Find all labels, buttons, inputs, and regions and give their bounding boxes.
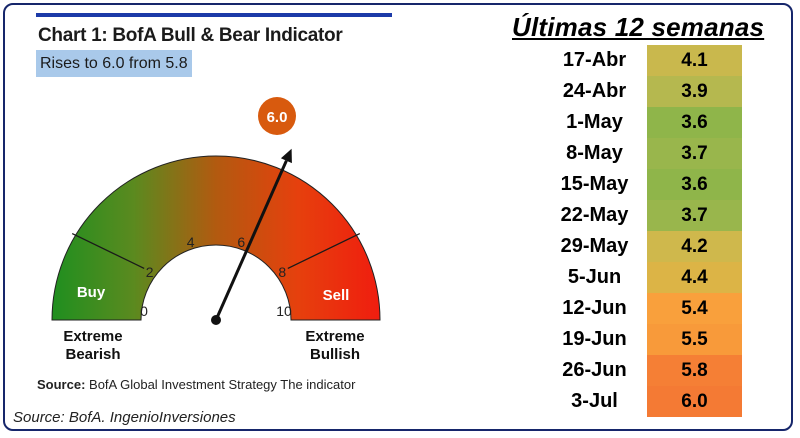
week-label: 24-Abr xyxy=(562,80,627,102)
week-label: 29-May xyxy=(560,235,629,257)
tick-label: 2 xyxy=(146,264,154,280)
value-bubble-label: 6.0 xyxy=(267,109,288,126)
week-label: 3-Jul xyxy=(571,390,618,412)
week-value: 5.8 xyxy=(647,355,742,386)
table-row: 12-Jun 5.4 xyxy=(547,293,742,324)
week-label: 22-May xyxy=(560,204,629,226)
table-title: Últimas 12 semanas xyxy=(512,12,765,42)
table-row: 24-Abr 3.9 xyxy=(547,76,742,107)
week-value: 4.4 xyxy=(647,262,742,293)
table-row: 3-Jul 6.0 xyxy=(547,386,742,417)
tick-label: 10 xyxy=(276,303,292,319)
needle-arrowhead xyxy=(280,148,292,164)
chart-subtitle: Rises to 6.0 from 5.8 xyxy=(36,50,192,77)
needle-pivot xyxy=(211,315,221,325)
week-value: 3.6 xyxy=(647,107,742,138)
week-label: 17-Abr xyxy=(562,49,627,71)
week-value: 3.6 xyxy=(647,169,742,200)
table-row: 15-May 3.6 xyxy=(547,169,742,200)
tick-label: 6 xyxy=(237,234,245,250)
week-label: 1-May xyxy=(566,111,623,133)
week-label: 19-Jun xyxy=(562,328,627,350)
gauge-needle xyxy=(214,160,288,321)
value-bubble xyxy=(258,97,296,135)
weeks-table: 17-Abr 4.1 24-Abr 3.9 1-May 3.6 8-May 3.7 15-May… xyxy=(547,45,742,417)
gauge-arc xyxy=(51,155,381,321)
week-value: 5.4 xyxy=(647,293,742,324)
chart-title: Chart 1: BofA Bull & Bear Indicator xyxy=(38,25,343,46)
table-row: 17-Abr 4.1 xyxy=(547,45,742,76)
table-row: 26-Jun 5.8 xyxy=(547,355,742,386)
chart-source: Source: BofA Global Investment Strategy … xyxy=(37,377,355,392)
zone-label-buy: Buy xyxy=(77,284,106,301)
week-value: 6.0 xyxy=(647,386,742,417)
zone-label-sell: Sell xyxy=(323,287,350,304)
week-label: 15-May xyxy=(560,173,629,195)
chart-source-text: BofA Global Investment Strategy The indi… xyxy=(89,377,356,392)
footer-source: Source: BofA. IngenioInversiones xyxy=(13,409,236,426)
chart-top-rule xyxy=(36,13,392,17)
week-value: 4.2 xyxy=(647,231,742,262)
caption-left-line1: Extreme xyxy=(63,328,122,345)
tick-label: 8 xyxy=(278,264,286,280)
week-value: 4.1 xyxy=(647,45,742,76)
caption-left-line2: Bearish xyxy=(65,346,120,363)
table-row: 8-May 3.7 xyxy=(547,138,742,169)
table-row: 29-May 4.2 xyxy=(547,231,742,262)
week-value: 3.7 xyxy=(647,200,742,231)
tick-label: 4 xyxy=(187,234,195,250)
tick-label: 0 xyxy=(140,303,148,319)
table-row: 19-Jun 5.5 xyxy=(547,324,742,355)
week-label: 12-Jun xyxy=(562,297,627,319)
week-label: 5-Jun xyxy=(567,266,622,288)
week-label: 26-Jun xyxy=(562,359,627,381)
zone-divider-sell xyxy=(287,233,361,269)
outer-frame xyxy=(3,3,793,431)
week-value: 3.7 xyxy=(647,138,742,169)
caption-right-line1: Extreme xyxy=(305,328,364,345)
table-row: 1-May 3.6 xyxy=(547,107,742,138)
week-value: 3.9 xyxy=(647,76,742,107)
tick-labels: 0 2 4 6 8 10 xyxy=(140,234,292,319)
caption-right-line2: Bullish xyxy=(310,346,360,363)
week-value: 5.5 xyxy=(647,324,742,355)
table-row: 22-May 3.7 xyxy=(547,200,742,231)
chart-source-label: Source: xyxy=(37,377,86,392)
week-label: 8-May xyxy=(566,142,623,164)
table-row: 5-Jun 4.4 xyxy=(547,262,742,293)
zone-divider-buy xyxy=(71,233,145,269)
